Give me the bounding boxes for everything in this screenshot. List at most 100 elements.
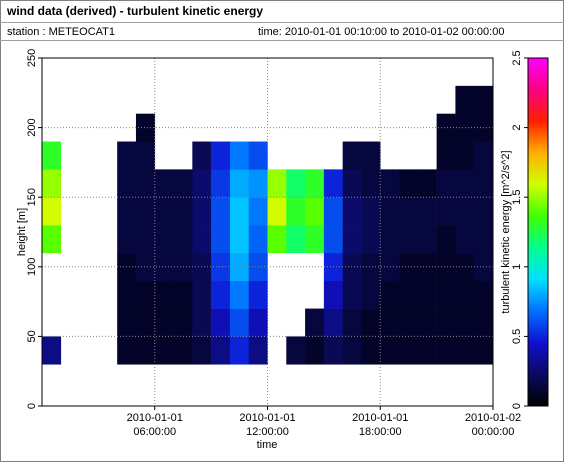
x-tick-label: 12:00:00 <box>246 426 289 438</box>
heat-cell <box>380 225 400 254</box>
heat-cell <box>342 225 362 254</box>
heat-cell <box>135 308 156 337</box>
heat-cell <box>417 252 437 282</box>
heat-cell <box>135 113 156 142</box>
heat-cell <box>436 113 456 142</box>
heat-cell <box>342 197 362 226</box>
heat-cell <box>154 197 174 226</box>
heat-cell <box>436 169 456 198</box>
heat-cell <box>248 197 268 226</box>
heat-cell <box>173 169 193 198</box>
y-tick-label: 250 <box>26 49 38 67</box>
heat-cell <box>399 308 419 337</box>
heat-cell <box>323 280 343 309</box>
heat-cell <box>380 308 400 337</box>
heat-cell <box>399 169 419 198</box>
heat-cell <box>173 197 193 226</box>
x-axis-label: time <box>257 439 278 451</box>
heat-cell <box>436 252 456 282</box>
heat-cell <box>474 280 494 309</box>
heat-cell <box>211 169 231 198</box>
heat-cell <box>267 169 287 198</box>
heat-cell <box>117 336 137 365</box>
heat-cell <box>455 252 475 282</box>
heat-cell <box>474 225 494 254</box>
heat-cell <box>173 225 193 254</box>
heat-cell <box>436 225 456 254</box>
heat-cell <box>135 280 156 309</box>
heat-cell <box>455 336 475 365</box>
heat-cell <box>323 336 343 365</box>
heat-cell <box>455 113 475 142</box>
heat-cell <box>154 280 174 309</box>
heat-cell <box>342 308 362 337</box>
heat-cell <box>361 225 381 254</box>
heat-cell <box>417 336 437 365</box>
heat-cell <box>135 252 156 282</box>
heat-cell <box>173 308 193 337</box>
heat-cell <box>286 225 306 254</box>
heat-cell <box>286 197 306 226</box>
heat-cell <box>135 141 156 170</box>
heat-cell <box>342 141 362 170</box>
heat-cell <box>192 197 212 226</box>
heat-cell <box>474 169 494 198</box>
heat-cell <box>417 169 437 198</box>
x-tick-label: 2010-01-02 <box>465 412 521 424</box>
heat-cell <box>192 308 212 337</box>
heat-cell <box>323 197 343 226</box>
heat-cell <box>399 225 419 254</box>
heat-cell <box>42 197 62 226</box>
heat-cell <box>154 169 174 198</box>
colorbar-tick-label: 2.5 <box>511 50 523 65</box>
heat-cell <box>286 169 306 198</box>
y-tick-label: 50 <box>26 330 38 342</box>
heat-cell <box>248 141 268 170</box>
x-tick-label: 2010-01-01 <box>352 412 408 424</box>
heat-cell <box>248 225 268 254</box>
heat-cell <box>229 308 250 337</box>
heat-cell <box>455 308 475 337</box>
heat-cell <box>135 336 156 365</box>
heat-cell <box>436 308 456 337</box>
chart-title: wind data (derived) - turbulent kinetic … <box>6 4 263 18</box>
heat-cell <box>342 280 362 309</box>
time-range: time: 2010-01-01 00:10:00 to 2010-01-02 … <box>258 26 504 38</box>
heat-cell <box>380 252 400 282</box>
heat-cell <box>399 336 419 365</box>
heat-cell <box>248 169 268 198</box>
heat-cell <box>192 225 212 254</box>
heat-cell <box>117 280 137 309</box>
heat-cell <box>42 141 62 170</box>
heat-cell <box>455 169 475 198</box>
heat-cell <box>361 336 381 365</box>
colorbar-tick-label: 1.5 <box>511 190 523 205</box>
heat-cell <box>192 336 212 365</box>
colorbar-tick-label: 2 <box>511 125 523 131</box>
heat-cell <box>342 169 362 198</box>
heat-cell <box>229 252 250 282</box>
heat-cell <box>248 308 268 337</box>
heat-cell <box>417 225 437 254</box>
heat-cell <box>229 280 250 309</box>
heat-cell <box>474 141 494 170</box>
heat-cell <box>305 308 325 337</box>
colorbar-tick-label: 1 <box>511 264 523 270</box>
heat-cell <box>436 141 456 170</box>
heat-cell <box>267 197 287 226</box>
colorbar <box>527 57 549 407</box>
heat-cell <box>474 197 494 226</box>
heat-cell <box>342 336 362 365</box>
heat-cell <box>380 336 400 365</box>
heat-cell <box>380 280 400 309</box>
station: station : METEOCAT1 <box>7 26 115 38</box>
heat-cell <box>455 280 475 309</box>
heat-cell <box>192 169 212 198</box>
heat-cell <box>173 280 193 309</box>
heat-cell <box>361 169 381 198</box>
x-tick-label: 18:00:00 <box>359 426 402 438</box>
heat-cell <box>436 280 456 309</box>
heat-cell <box>248 280 268 309</box>
heat-cell <box>135 225 156 254</box>
